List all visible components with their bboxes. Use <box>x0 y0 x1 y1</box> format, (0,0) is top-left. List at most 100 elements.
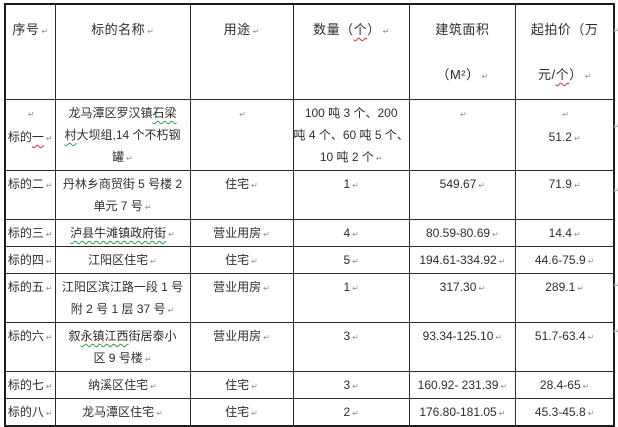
table-cell: 44.6-75.9 ↵ <box>514 246 615 274</box>
cell-text: 标的二 <box>7 177 44 191</box>
paragraph-mark-icon: ↵ <box>587 257 595 266</box>
paragraph-mark-icon: ↵ <box>263 230 270 239</box>
paragraph-mark-icon: ↵ <box>45 134 53 143</box>
text-line: 标的一 ↵ <box>6 126 54 150</box>
paragraph-mark-icon: ↵ <box>156 409 163 418</box>
text-line: 吨 4 个、60 吨 5 个、 <box>294 124 408 146</box>
cell-text: 营业用房 <box>213 280 262 294</box>
cell-text: 5 <box>343 253 351 267</box>
cell-text: 区 9 号楼 <box>93 351 143 365</box>
table-cell: 标的二 ↵ <box>4 170 56 220</box>
cell-text: 93.34-125.10 <box>422 329 494 343</box>
text-line: 区 9 号楼 ↵ <box>56 347 189 371</box>
text-line: 标的八 ↵ <box>6 401 54 425</box>
paragraph-mark-icon: ↵ <box>263 284 270 293</box>
table-cell: 4 ↵ <box>292 219 410 247</box>
text-line: 3 ↵ <box>294 374 408 398</box>
paragraph-mark-icon: ↵ <box>573 134 581 143</box>
text-line: 住宅 ↵ <box>191 374 292 398</box>
text-line: 标的六 ↵ <box>6 325 54 349</box>
table-cell: 5 ↵ <box>292 246 410 274</box>
text-line: 51.7-63.4 ↵ <box>516 325 613 349</box>
cell-text: 丹林乡商贸街 5 号楼 2 <box>62 177 183 191</box>
table-cell: 28.4-65 ↵ <box>514 371 615 399</box>
text-line: 1 ↵ <box>294 276 408 300</box>
text-line: 营业用房 ↵ <box>191 276 292 300</box>
paragraph-mark-icon: ↵ <box>577 284 584 293</box>
table-cell: 100 吨 3 个、200 吨 4 个、60 吨 5 个、 10 吨 2 个 ↵ <box>292 99 410 171</box>
paragraph-mark-icon: ↵ <box>582 382 590 391</box>
table-cell: 3 ↵ <box>292 371 410 399</box>
text-line: 叙永镇江西街居泰小 <box>56 325 189 347</box>
text-line: 标的七 ↵ <box>6 374 54 398</box>
cell-text: 住宅 <box>225 177 250 191</box>
table-cell: ↵ 51.2 ↵ <box>514 99 615 171</box>
cell-text: 起拍价（万 <box>530 22 599 37</box>
paragraph-mark-icon: ↵ <box>126 154 133 163</box>
cell-text: 标的八 <box>7 405 44 419</box>
table-cell: 叙永镇江西街居泰小区 9 号楼 ↵ <box>54 322 191 372</box>
cell-text: 标的三 <box>7 226 44 240</box>
table-cell: 176.80-181.05 ↵ <box>408 398 516 427</box>
paragraph-mark-icon: ↵ <box>562 110 569 119</box>
paragraph-mark-icon: ↵ <box>45 284 53 293</box>
cell-text: ） <box>569 67 583 82</box>
cell-text: 附 2 号 1 层 37 号 <box>70 302 166 316</box>
cell-text: 10 吨 2 个 <box>319 150 374 164</box>
text-line: 数量（个） ↵ <box>294 7 408 54</box>
cell-text: 100 吨 3 个、200 <box>304 106 398 120</box>
paragraph-mark-icon: ↵ <box>352 284 359 293</box>
table-cell: 160.92- 231.39 ↵ <box>408 371 516 399</box>
table-cell: 80.59-80.69 ↵ <box>408 219 516 247</box>
paragraph-mark-icon: ↵ <box>45 409 53 418</box>
text-line: 单元 7 号 ↵ <box>56 195 189 219</box>
cell-text: 营业用房 <box>213 329 262 343</box>
paragraph-mark-icon: ↵ <box>352 333 359 342</box>
table-cell: ↵ <box>189 99 294 171</box>
paragraph-mark-icon: ↵ <box>460 110 467 119</box>
table-cell: 住宅 ↵ <box>189 398 294 427</box>
table-cell: 289.1 ↵ <box>514 273 615 323</box>
paragraph-mark-icon: ↵ <box>500 382 508 391</box>
text-line: 建筑面积 <box>410 7 514 52</box>
table-cell: 标的六 ↵ <box>4 322 56 372</box>
green-squiggle-text: 石梁 <box>152 106 177 120</box>
table-cell: 2 ↵ <box>292 398 410 427</box>
table-row: 标的三 ↵ 泸县牛滩镇政府街 ↵ 营业用房 ↵ 4 ↵ 80.59-80.69 ↵ 14.4 ↵ <box>4 219 615 247</box>
paragraph-mark-icon: ↵ <box>587 333 595 342</box>
text-line: 176.80-181.05 ↵ <box>410 401 514 425</box>
text-line: 起拍价（万 <box>516 7 613 52</box>
paragraph-mark-icon: ↵ <box>352 382 359 391</box>
text-line: 标的二 ↵ <box>6 173 54 197</box>
text-line: 用途 ↵ <box>191 7 292 54</box>
table-row: 标的二 ↵ 丹林乡商贸街 5 号楼 2 单元 7 号 ↵ 住宅 ↵ 1 ↵ 549.67 ↵ 71.9… <box>4 170 615 220</box>
table-row: ↵ 标的一 ↵ 龙马潭区罗汉镇石梁 村大坝组,14 个不朽钢罐 ↵ ↵ 100 吨 3 个、2… <box>4 99 615 171</box>
header-cell: 起拍价（万元/个） ↵ <box>514 3 615 100</box>
cell-text: 序号 <box>12 22 40 37</box>
cell-text: 标的 <box>7 130 32 144</box>
paragraph-mark-icon: ↵ <box>239 110 246 119</box>
text-line: 龙马潭区住宅 ↵ <box>56 401 189 425</box>
text-line: 2 ↵ <box>294 401 408 425</box>
paragraph-mark-icon: ↵ <box>263 333 270 342</box>
text-line: 160.92- 231.39 ↵ <box>410 374 514 398</box>
paragraph-mark-icon: ↵ <box>45 382 53 391</box>
paragraph-mark-icon: ↵ <box>144 355 152 364</box>
paragraph-mark-icon: ↵ <box>150 382 157 391</box>
text-line: 标的名称 ↵ <box>56 7 189 54</box>
table-cell: 标的八 ↵ <box>4 398 56 427</box>
red-squiggle-text: 个 <box>353 22 368 37</box>
end-of-row-mark-icon: ↵ <box>613 122 618 131</box>
cell-text: 51.2 <box>548 130 572 144</box>
table-cell: 丹林乡商贸街 5 号楼 2 单元 7 号 ↵ <box>54 170 191 220</box>
cell-text: 标的名称 <box>91 22 146 37</box>
text-line: 317.30 ↵ <box>410 276 514 300</box>
text-line: 元/个） ↵ <box>516 52 613 99</box>
cell-text: 44.6-75.9 <box>534 253 586 267</box>
red-squiggle-text: 个 <box>555 67 570 82</box>
paragraph-mark-icon: ↵ <box>168 230 175 239</box>
table-row: 标的八 ↵ 龙马潭区住宅 ↵ 住宅 ↵ 2 ↵ 176.80-181.05 ↵ 45.3-45.8 ↵ <box>4 398 615 427</box>
text-line: 住宅 ↵ <box>191 249 292 273</box>
paragraph-mark-icon: ↵ <box>478 284 486 293</box>
cell-text: 194.61-334.92 <box>419 253 497 267</box>
